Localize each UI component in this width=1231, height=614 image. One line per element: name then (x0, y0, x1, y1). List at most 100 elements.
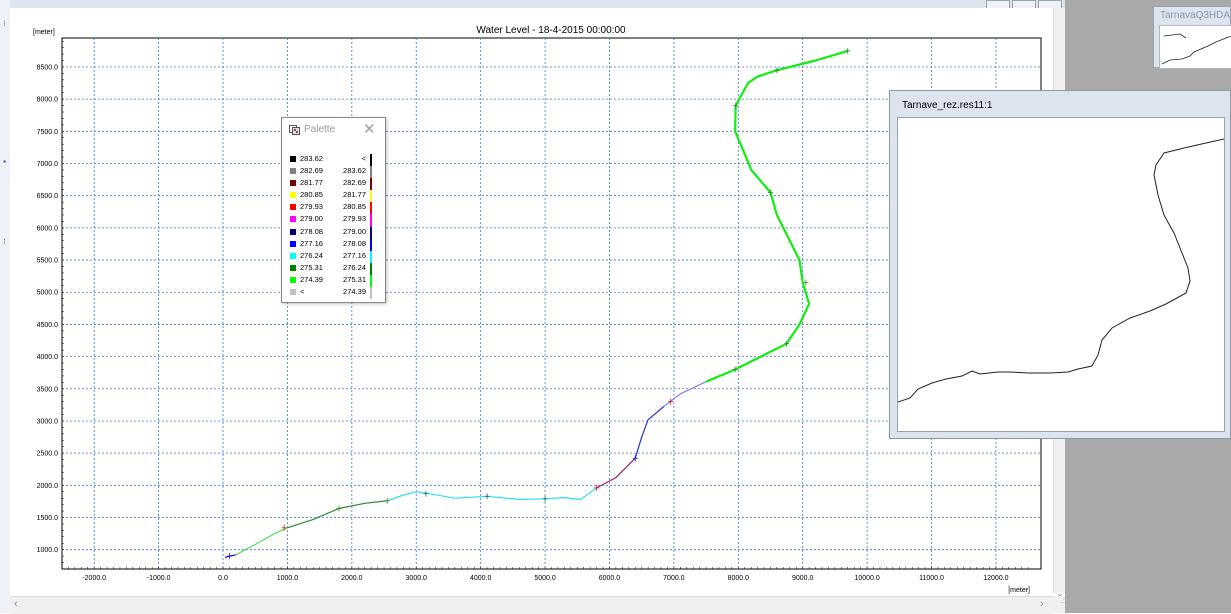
palette-row: 276.24 277.16 (290, 250, 380, 263)
palette-swatch (290, 276, 296, 283)
x-tick-label: -2000.0 (82, 575, 106, 582)
cross-section-marker (632, 455, 638, 462)
y-tick-label: 4500.0 (37, 322, 59, 329)
palette-swatch (290, 168, 296, 175)
y-tick-label: 8500.0 (37, 64, 59, 71)
y-tick-label: 7500.0 (37, 129, 59, 136)
palette-value-to: 278.08 (343, 238, 366, 248)
x-tick-label: 0.0 (218, 575, 228, 582)
cross-section-marker (384, 497, 390, 504)
palette-value-from: 277.16 (300, 238, 323, 248)
y-tick-label: 5500.0 (37, 258, 59, 265)
left-strip-glyph: ⁝ (3, 237, 6, 246)
palette-value-from: 281.77 (300, 178, 323, 188)
x-tick-label: 6000.0 (599, 575, 621, 582)
palette-value-from: 276.24 (300, 250, 323, 260)
x-tick-label: 4000.0 (470, 575, 492, 582)
cross-section-marker (774, 67, 780, 74)
palette-color-bar (370, 178, 372, 191)
result-plot-area (897, 117, 1225, 432)
cross-section-marker (542, 495, 548, 502)
palette-value-to: 282.69 (343, 178, 366, 188)
water-level-chart[interactable]: [meter] Water Level - 18-4-2015 00:00:00… (10, 0, 1053, 596)
cross-section-marker (484, 493, 490, 500)
chart-background (10, 8, 1053, 596)
y-tick-label: 2500.0 (37, 451, 59, 458)
x-tick-label: 2000.0 (341, 575, 363, 582)
x-tick-label: 9000.0 (792, 575, 814, 582)
thumbnail-window[interactable]: TarnavaQ3HDA (1153, 6, 1231, 69)
water-level-segment (235, 527, 288, 556)
y-unit-label: [meter] (33, 29, 55, 36)
x-tick-label: 3000.0 (406, 575, 428, 582)
cross-section-marker (733, 102, 739, 109)
x-tick-label: -1000.0 (147, 575, 171, 582)
scroll-right-arrow-icon[interactable]: › (1040, 598, 1044, 610)
result-window[interactable]: Tarnave_rez.res11:1 (889, 90, 1231, 439)
palette-color-bar (370, 238, 372, 251)
x-tick-label: 12000.0 (983, 575, 1008, 582)
palette-color-bar (370, 250, 372, 263)
palette-row: 277.16 278.08 (290, 238, 380, 251)
palette-color-bar (370, 226, 372, 239)
y-tick-label: 5000.0 (37, 290, 59, 297)
palette-row: 280.85 281.77 (290, 190, 380, 203)
cross-section-marker (784, 340, 790, 347)
cross-section-marker (281, 524, 287, 531)
y-tick-label: 3500.0 (37, 386, 59, 393)
y-tick-label: 6500.0 (37, 193, 59, 200)
x-tick-label: 5000.0 (534, 575, 556, 582)
palette-row: 274.39 275.31 (290, 274, 380, 288)
palette-row: 275.31 276.24 (290, 262, 380, 275)
palette-value-from: 282.69 (300, 166, 323, 176)
palette-swatch (290, 216, 296, 223)
palette-value-from: < (300, 287, 305, 297)
palette-value-from: 278.08 (300, 226, 323, 236)
palette-value-from: 279.93 (300, 202, 323, 212)
palette-icon (289, 125, 300, 135)
palette-row: 279.93 280.85 (290, 202, 380, 215)
palette-row: 283.62 < (290, 154, 380, 167)
thumbnail-window-title: TarnavaQ3HDA (1160, 10, 1231, 21)
horizontal-scrollbar[interactable]: ‹ › (10, 596, 1053, 614)
water-level-segment (596, 457, 636, 489)
scroll-left-arrow-icon[interactable]: ‹ (14, 598, 18, 610)
size-grip-icon[interactable]: .: (1053, 596, 1065, 613)
result-profile-line (897, 138, 1225, 403)
palette-swatch (290, 228, 296, 235)
palette-value-from: 275.31 (300, 262, 323, 272)
result-window-title: Tarnave_rez.res11:1 (902, 100, 993, 111)
palette-value-to: 280.85 (343, 202, 366, 212)
palette-value-to: 283.62 (343, 166, 366, 176)
scroll-down-arrow-icon[interactable]: ⌄ (1056, 588, 1064, 598)
axis-ticks: -2000.0 -1000.0 0.0 1000.0 2000.0 3000.0 4000.… (37, 40, 1029, 582)
palette-value-to: 274.39 (343, 287, 366, 297)
palette-value-from: 279.00 (300, 214, 323, 224)
water-level-segment (663, 381, 707, 407)
cross-section-marker (226, 553, 232, 560)
palette-swatch (290, 264, 296, 271)
cross-section-markers (226, 47, 851, 560)
palette-header[interactable]: Palette ✕ (282, 118, 385, 142)
y-tick-label: 4000.0 (37, 354, 59, 361)
x-tick-label: 8000.0 (728, 575, 750, 582)
palette-value-to: 279.93 (343, 214, 366, 224)
x-tick-label: 7000.0 (663, 575, 685, 582)
cross-section-marker (803, 279, 809, 286)
palette-color-bar (370, 287, 372, 300)
palette-value-to: 277.16 (343, 250, 366, 260)
palette-color-bar (370, 202, 372, 215)
x-tick-label: 1000.0 (277, 575, 299, 582)
palette-value-from: 283.62 (300, 154, 323, 163)
palette-value-to: 276.24 (343, 262, 366, 272)
palette-swatch (290, 252, 296, 259)
palette-window[interactable]: Palette ✕ 283.62 <282.69 283.62 281.77 282.6… (281, 117, 386, 303)
cross-section-marker (732, 366, 738, 373)
palette-row: 278.08 279.00 (290, 226, 380, 239)
cross-section-marker (845, 47, 851, 54)
close-icon[interactable]: ✕ (363, 121, 376, 138)
cross-section-marker (423, 490, 429, 497)
x-tick-label: 10000.0 (854, 575, 879, 582)
palette-value-to: 279.00 (343, 226, 366, 236)
chart-title: Water Level - 18-4-2015 00:00:00 (476, 25, 626, 36)
